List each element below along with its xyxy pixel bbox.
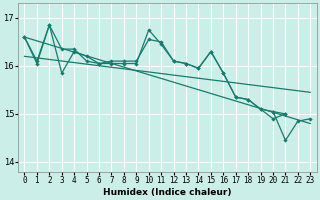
X-axis label: Humidex (Indice chaleur): Humidex (Indice chaleur) bbox=[103, 188, 232, 197]
